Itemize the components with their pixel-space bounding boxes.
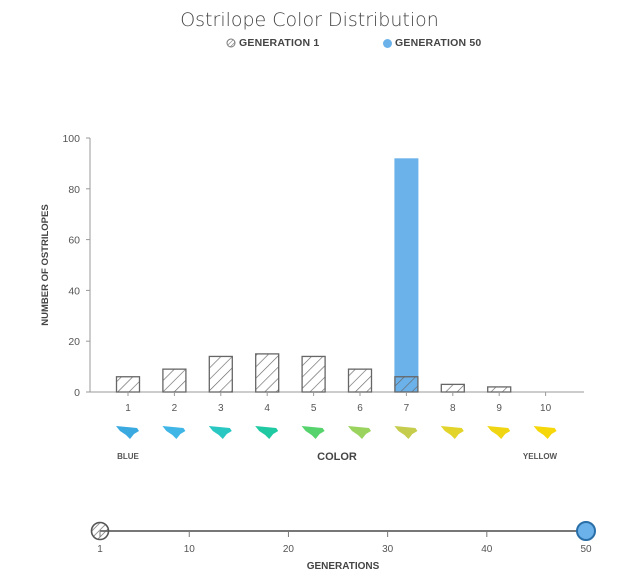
slider-tick-label: 1 (97, 544, 103, 555)
y-axis-label: NUMBER OF OSTRILOPES (40, 204, 51, 325)
y-tick-label: 40 (68, 285, 80, 297)
bar-generation-1 (115, 376, 141, 393)
x-tick-label: 6 (357, 403, 363, 414)
bar-generation-1 (255, 353, 280, 393)
legend-label-generation-50: GENERATION 50 (395, 37, 482, 49)
slider-handle[interactable] (576, 521, 596, 541)
ostrilope-color-swatch (301, 426, 325, 439)
slider-ticks: 1 10 20 30 40 50 (97, 531, 592, 555)
slider-tick-label: 10 (184, 544, 196, 555)
x-tick-label: 1 (125, 403, 131, 414)
slider-tick-label: 40 (481, 544, 493, 555)
x-axis-label: COLOR (317, 451, 357, 463)
x-ticks: 1 2 3 4 5 6 7 8 9 10 (125, 392, 552, 414)
legend: GENERATION 1 GENERATION 50 (0, 37, 619, 55)
ostrilope-color-swatch (487, 426, 511, 439)
x-tick-label: 8 (450, 403, 456, 414)
slider-label: GENERATIONS (307, 561, 380, 572)
y-tick-label: 60 (68, 235, 80, 247)
ostrilope-color-swatch (116, 426, 139, 439)
legend-item-generation-1[interactable]: GENERATION 1 (226, 37, 319, 49)
bar-generation-1 (487, 386, 512, 393)
slider-tick-label: 30 (382, 544, 394, 555)
chart-title: Ostrilope Color Distribution (180, 9, 439, 31)
bars (115, 158, 512, 393)
color-swatches (116, 426, 557, 439)
legend-item-generation-50[interactable]: GENERATION 50 (383, 37, 481, 49)
x-tick-label: 2 (172, 403, 178, 414)
bar-generation-1 (162, 368, 187, 393)
x-tick-label: 3 (218, 403, 224, 414)
generations-slider[interactable]: 1 10 20 30 40 50 (90, 521, 596, 555)
x-label-yellow: YELLOW (523, 452, 558, 461)
ostrilope-color-swatch (348, 426, 371, 439)
y-tick-label: 20 (68, 336, 80, 348)
slider-tick-label: 50 (580, 544, 592, 555)
slider-start-marker (90, 521, 110, 541)
bar-generation-50 (394, 158, 419, 392)
bar-generation-1 (301, 355, 326, 393)
x-tick-label: 5 (311, 403, 317, 414)
y-tick-label: 80 (68, 184, 80, 196)
bar-generation-1 (394, 376, 419, 393)
legend-label-generation-1: GENERATION 1 (239, 37, 320, 49)
slider-tick-label: 20 (283, 544, 295, 555)
x-label-blue: BLUE (117, 452, 139, 461)
x-tick-label: 7 (404, 403, 410, 414)
x-tick-label: 10 (540, 403, 552, 414)
ostrilope-color-swatch (255, 426, 279, 439)
y-tick-label: 100 (62, 133, 80, 145)
x-tick-label: 4 (264, 403, 270, 414)
bar-generation-1 (347, 368, 373, 393)
solid-circle-icon (383, 38, 392, 48)
ostrilope-color-swatch (208, 426, 232, 439)
x-tick-label: 9 (496, 403, 502, 414)
y-ticks: 0 20 40 60 80 100 (62, 133, 90, 399)
y-tick-label: 0 (74, 387, 80, 399)
bar-generation-1 (440, 383, 465, 393)
ostrilope-color-swatch (533, 426, 557, 439)
hatched-circle-icon (226, 38, 236, 48)
ostrilope-color-swatch (440, 426, 464, 439)
bar-generation-1 (208, 355, 233, 393)
ostrilope-color-swatch (162, 426, 186, 439)
ostrilope-color-swatch (394, 426, 418, 439)
